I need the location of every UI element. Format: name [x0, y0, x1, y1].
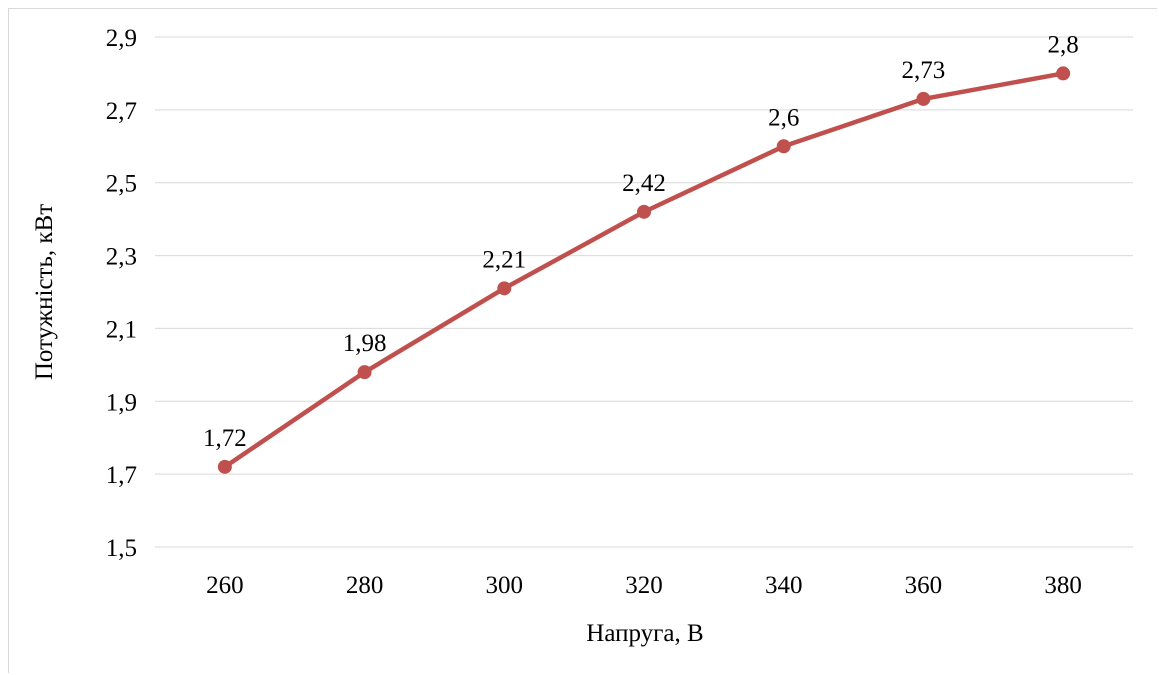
- x-axis-title: Напруга, В: [586, 620, 703, 647]
- y-tick-label: 2,5: [106, 171, 137, 198]
- y-axis-title: Потужність, кВт: [31, 204, 58, 380]
- y-tick-label: 1,9: [106, 389, 137, 416]
- x-tick-label: 320: [625, 572, 663, 599]
- data-label-layer: 1,72 1,98 2,21 2,42 2,6 2,73 2,8: [203, 31, 1079, 451]
- y-tick-label: 2,7: [106, 98, 137, 125]
- series-line: [222, 71, 1066, 470]
- data-label: 2,6: [768, 104, 799, 131]
- y-tick-label: 1,7: [106, 462, 137, 489]
- data-label: 2,42: [622, 170, 666, 197]
- x-tick-label: 280: [346, 572, 384, 599]
- x-tick-label: 360: [905, 572, 943, 599]
- y-axis-ticks: 1,5 1,7 1,9 2,1 2,3 2,5 2,7 2,9: [106, 25, 137, 562]
- chart-frame: [8, 8, 1157, 673]
- x-tick-label: 260: [206, 572, 244, 599]
- series-layer: [217, 66, 1071, 474]
- y-tick-label: 1,5: [106, 535, 137, 562]
- y-tick-label: 2,1: [106, 316, 137, 343]
- data-point: [497, 281, 512, 296]
- data-point: [217, 459, 232, 474]
- data-label: 2,8: [1048, 31, 1079, 58]
- data-point: [637, 204, 651, 219]
- x-tick-label: 340: [765, 572, 803, 599]
- x-tick-label: 380: [1044, 572, 1082, 599]
- data-point: [1056, 66, 1071, 81]
- grid-layer: [155, 36, 1133, 548]
- x-axis-ticks: 260 280 300 320 340 360 380: [206, 572, 1082, 599]
- data-point: [357, 365, 372, 380]
- data-point: [776, 139, 791, 154]
- data-label: 2,21: [482, 246, 526, 273]
- y-tick-label: 2,9: [106, 25, 137, 52]
- data-label: 1,72: [203, 425, 247, 452]
- data-point: [916, 91, 931, 106]
- y-tick-label: 2,3: [106, 244, 137, 271]
- data-label: 1,98: [343, 330, 387, 357]
- x-tick-label: 300: [486, 572, 524, 599]
- data-label: 2,73: [902, 57, 946, 84]
